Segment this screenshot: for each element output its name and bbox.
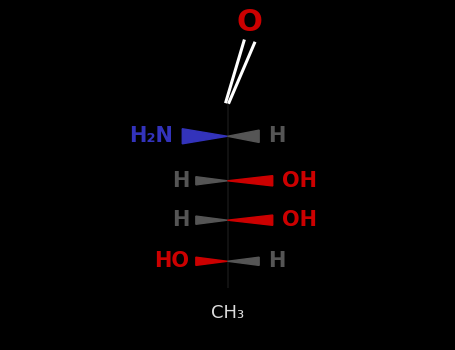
Text: OH: OH — [282, 210, 317, 230]
Polygon shape — [228, 215, 273, 225]
Text: H: H — [268, 126, 286, 146]
Polygon shape — [228, 176, 273, 186]
Text: H: H — [172, 210, 189, 230]
Polygon shape — [228, 130, 259, 142]
Polygon shape — [196, 216, 228, 224]
Text: OH: OH — [282, 171, 317, 191]
Polygon shape — [196, 257, 228, 265]
Text: HO: HO — [154, 251, 189, 271]
Text: O: O — [236, 8, 262, 37]
Text: H: H — [268, 251, 286, 271]
Polygon shape — [196, 177, 228, 185]
Text: H: H — [172, 171, 189, 191]
Polygon shape — [182, 129, 228, 144]
Text: CH₃: CH₃ — [211, 304, 244, 322]
Text: H₂N: H₂N — [129, 126, 173, 146]
Polygon shape — [228, 257, 259, 265]
